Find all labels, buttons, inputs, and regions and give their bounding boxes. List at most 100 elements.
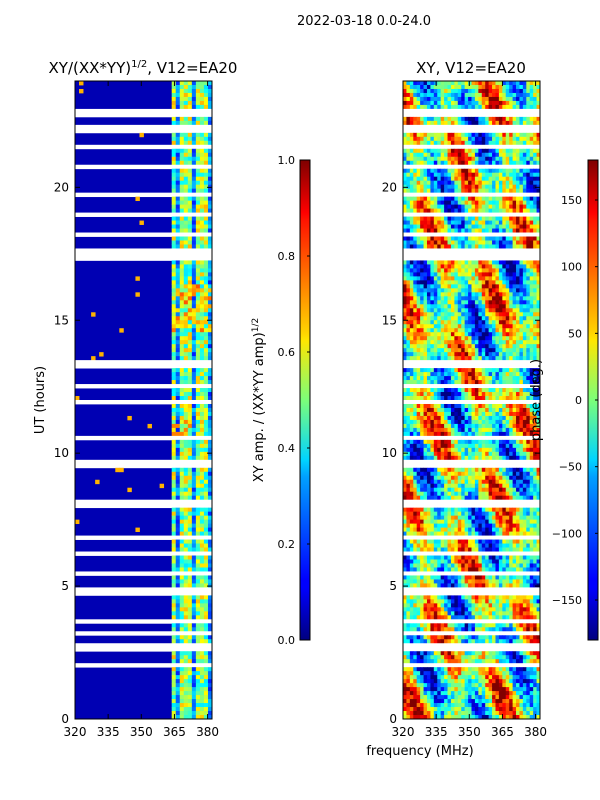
right-heatmap-cell <box>536 188 541 194</box>
right-heatmap-cell <box>526 116 531 122</box>
right-heatmap-cell <box>495 196 500 202</box>
left-heatmap-cell <box>171 224 177 229</box>
right-heatmap-cell <box>437 419 442 425</box>
right-heatmap-cell <box>526 471 531 477</box>
right-heatmap-cell <box>403 316 407 321</box>
right-heatmap-cell <box>492 511 496 517</box>
right-heatmap-cell <box>461 240 466 245</box>
left-heatmap-cell <box>207 380 213 385</box>
right-heatmap-cell <box>430 443 435 449</box>
right-heatmap-cell <box>457 396 462 401</box>
right-heatmap-cell <box>471 280 476 285</box>
right-heatmap-cell <box>505 120 510 126</box>
left-heatmap-cell <box>199 487 205 493</box>
left-heatmap-cell <box>203 467 209 473</box>
right-heatmap-cell <box>433 451 438 457</box>
right-heatmap-cell <box>533 132 537 138</box>
right-heatmap-cell <box>498 168 503 174</box>
right-heatmap-cell <box>433 148 438 154</box>
right-heatmap-cell <box>529 392 534 397</box>
left-heatmap-cell <box>179 691 185 696</box>
left-heatmap-cell <box>195 224 201 229</box>
right-heatmap-cell <box>468 84 472 90</box>
right-heatmap-cell <box>409 447 414 453</box>
right-heatmap-cell <box>522 260 527 265</box>
right-heatmap-cell <box>464 84 469 90</box>
right-heatmap-cell <box>433 328 438 333</box>
left-heatmap-cell <box>179 296 185 301</box>
right-heatmap-cell <box>440 328 445 333</box>
right-heatmap-cell <box>495 272 500 277</box>
right-heatmap-cell <box>505 316 510 321</box>
right-heatmap-cell <box>406 81 411 86</box>
right-heatmap-cell <box>529 407 534 413</box>
right-heatmap-cell <box>509 348 513 353</box>
right-heatmap-cell <box>492 352 496 357</box>
right-heatmap-cell <box>516 328 520 333</box>
right-heatmap-cell <box>522 495 527 501</box>
right-heatmap-cell <box>529 92 534 98</box>
right-heatmap-cell <box>529 284 534 289</box>
right-heatmap-cell <box>420 284 424 289</box>
right-heatmap-cell <box>413 196 418 202</box>
right-heatmap-cell <box>481 184 486 190</box>
right-heatmap-cell <box>444 348 448 353</box>
right-heatmap-cell <box>512 168 517 174</box>
left-heatmap-cell <box>199 340 205 345</box>
right-heatmap-cell <box>430 168 435 174</box>
left-heatmap-cell <box>139 132 144 138</box>
right-heatmap-cell <box>519 439 524 445</box>
left-heatmap-cell <box>207 715 213 720</box>
right-heatmap-cell <box>440 216 445 221</box>
left-colorbar-gradient <box>299 159 311 641</box>
left-heatmap-cell <box>191 607 197 612</box>
right-heatmap-cell <box>529 431 534 437</box>
right-heatmap-cell <box>526 300 531 305</box>
right-heatmap-cell <box>512 132 517 138</box>
left-heatmap-cell <box>175 168 181 174</box>
right-heatmap-cell <box>474 216 479 221</box>
left-heatmap-cell <box>191 240 197 245</box>
right-heatmap-cell <box>509 471 513 477</box>
right-heatmap-cell <box>519 148 524 154</box>
left-heatmap-cell <box>179 272 185 277</box>
right-heatmap-cell <box>512 491 517 497</box>
left-heatmap-cell <box>191 88 197 94</box>
right-heatmap-cell <box>426 324 431 329</box>
right-heatmap-cell <box>468 479 472 485</box>
right-heatmap-cell <box>533 104 537 110</box>
right-heatmap-cell <box>488 336 493 341</box>
right-heatmap-cell <box>488 304 493 309</box>
right-heatmap-cell <box>440 372 445 377</box>
right-heatmap-cell <box>406 264 411 269</box>
right-heatmap-cell <box>512 240 517 245</box>
left-heatmap-cell <box>207 679 213 684</box>
left-heatmap-cell <box>199 519 205 525</box>
right-heatmap-cell <box>488 368 493 373</box>
right-heatmap-cell <box>437 511 442 517</box>
right-heatmap-cell <box>478 96 483 102</box>
right-heatmap-cell <box>485 296 490 301</box>
right-heatmap-cell <box>426 216 431 221</box>
left-heatmap-cell <box>171 328 177 333</box>
right-heatmap-cell <box>492 260 496 265</box>
left-heatmap-cell <box>171 479 177 485</box>
right-heatmap-cell <box>461 348 466 353</box>
left-heatmap-cell <box>195 336 201 341</box>
right-heatmap-cell <box>416 300 421 305</box>
right-heatmap-cell <box>409 380 414 385</box>
right-heatmap-cell <box>409 368 414 373</box>
right-flag-gap <box>403 232 540 237</box>
right-heatmap-cell <box>471 132 476 138</box>
right-heatmap-cell <box>522 487 527 493</box>
right-heatmap-cell <box>498 483 503 489</box>
right-heatmap-cell <box>536 148 541 154</box>
left-heatmap-cell <box>199 439 205 445</box>
right-heatmap-cell <box>409 196 414 202</box>
right-heatmap-cell <box>502 312 507 317</box>
left-heatmap-cell <box>171 451 177 457</box>
right-heatmap-cell <box>426 276 431 281</box>
left-heatmap-cell <box>195 527 201 532</box>
left-heatmap-cell <box>187 308 193 313</box>
right-heatmap-cell <box>474 340 479 345</box>
